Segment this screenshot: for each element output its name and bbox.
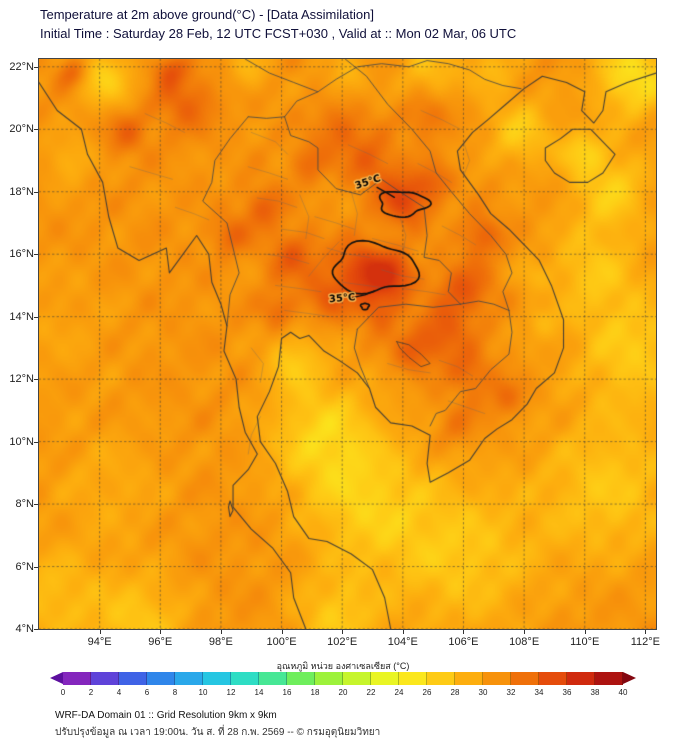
lon-tick-label: 112°E	[630, 636, 661, 648]
lon-tick-label: 94°E	[87, 636, 112, 648]
colorbar-segment	[259, 672, 287, 685]
footer-update-info: ปรับปรุงข้อมูล ณ เวลา 19:00น. วัน ส. ที่…	[55, 727, 381, 738]
colorbar-tick-label: 36	[562, 688, 572, 697]
lon-tick-label: 106°E	[448, 636, 479, 648]
colorbar-segment	[539, 672, 567, 685]
lat-tick-label: 16°N	[9, 248, 34, 261]
temperature-map-canvas	[39, 59, 656, 629]
page-title: Temperature at 2m above ground(°C) - [Da…	[40, 7, 374, 22]
colorbar-segment	[119, 672, 147, 685]
lon-tick-mark	[463, 630, 465, 634]
colorbar-tick-label: 34	[534, 688, 544, 697]
colorbar-tick-label: 0	[60, 688, 66, 697]
colorbar-tick-label: 2	[88, 688, 94, 697]
colorbar-tick-label: 40	[618, 688, 628, 697]
lon-tick-mark	[402, 630, 404, 634]
lon-tick-mark	[99, 630, 101, 634]
colorbar-segment	[511, 672, 539, 685]
colorbar-tick-label: 30	[478, 688, 488, 697]
lat-tick-label: 14°N	[9, 310, 34, 323]
colorbar-tick-label: 8	[172, 688, 178, 697]
lon-tick-label: 98°E	[208, 636, 233, 648]
lon-tick-label: 108°E	[509, 636, 540, 648]
lat-tick-mark	[34, 254, 38, 256]
colorbar-segment	[63, 672, 91, 685]
colorbar-segment	[427, 672, 455, 685]
colorbar	[50, 672, 636, 685]
colorbar-segment	[175, 672, 203, 685]
lon-tick-mark	[220, 630, 222, 634]
colorbar-tick-labels: 0 2 4 6 8 10 12 14 16 18 20 22 24 26 28 30 32 34 36 38 40	[0, 688, 676, 698]
lon-tick-label: 104°E	[387, 636, 418, 648]
lat-tick-mark	[34, 566, 38, 568]
lon-tick-mark	[160, 630, 162, 634]
colorbar-under-arrow	[50, 672, 63, 684]
colorbar-segment	[455, 672, 483, 685]
colorbar-tick-label: 20	[338, 688, 348, 697]
lon-tick-label: 100°E	[266, 636, 297, 648]
lat-tick-label: 6°N	[15, 560, 34, 573]
colorbar-segment	[567, 672, 595, 685]
lon-tick-mark	[584, 630, 586, 634]
colorbar-segment	[287, 672, 315, 685]
colorbar-segment	[203, 672, 231, 685]
lat-tick-mark	[34, 129, 38, 131]
footer-domain-info: WRF-DA Domain 01 :: Grid Resolution 9km …	[55, 710, 277, 721]
page-subtitle: Initial Time : Saturday 28 Feb, 12 UTC F…	[40, 26, 517, 41]
colorbar-tick-label: 10	[198, 688, 208, 697]
colorbar-segment	[231, 672, 259, 685]
lon-tick-mark	[645, 630, 647, 634]
colorbar-segment	[315, 672, 343, 685]
colorbar-segment	[147, 672, 175, 685]
lon-tick-label: 110°E	[570, 636, 600, 648]
colorbar-tick-label: 18	[310, 688, 320, 697]
lat-tick-label: 22°N	[9, 60, 34, 73]
colorbar-tick-label: 24	[394, 688, 404, 697]
colorbar-tick-label: 4	[116, 688, 122, 697]
lon-tick-mark	[281, 630, 283, 634]
colorbar-segment	[91, 672, 119, 685]
lon-tick-mark	[524, 630, 526, 634]
colorbar-tick-label: 12	[226, 688, 236, 697]
lon-tick-label: 96°E	[148, 636, 173, 648]
lat-tick-mark	[34, 191, 38, 193]
colorbar-tick-label: 28	[450, 688, 460, 697]
lat-tick-mark	[34, 379, 38, 381]
lat-tick-label: 4°N	[15, 623, 34, 635]
lat-tick-label: 8°N	[15, 498, 34, 511]
lon-tick-mark	[342, 630, 344, 634]
lon-tick-label: 102°E	[327, 636, 358, 648]
colorbar-tick-label: 22	[366, 688, 376, 697]
colorbar-segment	[399, 672, 427, 685]
lat-tick-mark	[34, 504, 38, 506]
colorbar-over-arrow	[623, 672, 636, 684]
lat-tick-mark	[34, 316, 38, 318]
lat-tick-label: 12°N	[9, 373, 34, 386]
colorbar-tick-label: 32	[506, 688, 516, 697]
lat-tick-mark	[34, 441, 38, 443]
colorbar-segment	[371, 672, 399, 685]
lat-tick-label: 10°N	[9, 435, 34, 448]
colorbar-segment	[343, 672, 371, 685]
lat-tick-label: 18°N	[9, 185, 34, 198]
lat-tick-label: 20°N	[9, 123, 34, 136]
colorbar-tick-label: 6	[144, 688, 150, 697]
map-plot	[38, 58, 657, 630]
lat-tick-mark	[34, 66, 38, 68]
colorbar-tick-label: 38	[590, 688, 600, 697]
colorbar-title: อุณหภูมิ หน่วย องศาเซลเซียส (°C)	[276, 661, 410, 671]
lat-tick-mark	[34, 629, 38, 630]
colorbar-tick-label: 14	[254, 688, 264, 697]
colorbar-segment	[595, 672, 623, 685]
colorbar-tick-label: 16	[282, 688, 292, 697]
colorbar-segment	[483, 672, 511, 685]
colorbar-tick-label: 26	[422, 688, 432, 697]
